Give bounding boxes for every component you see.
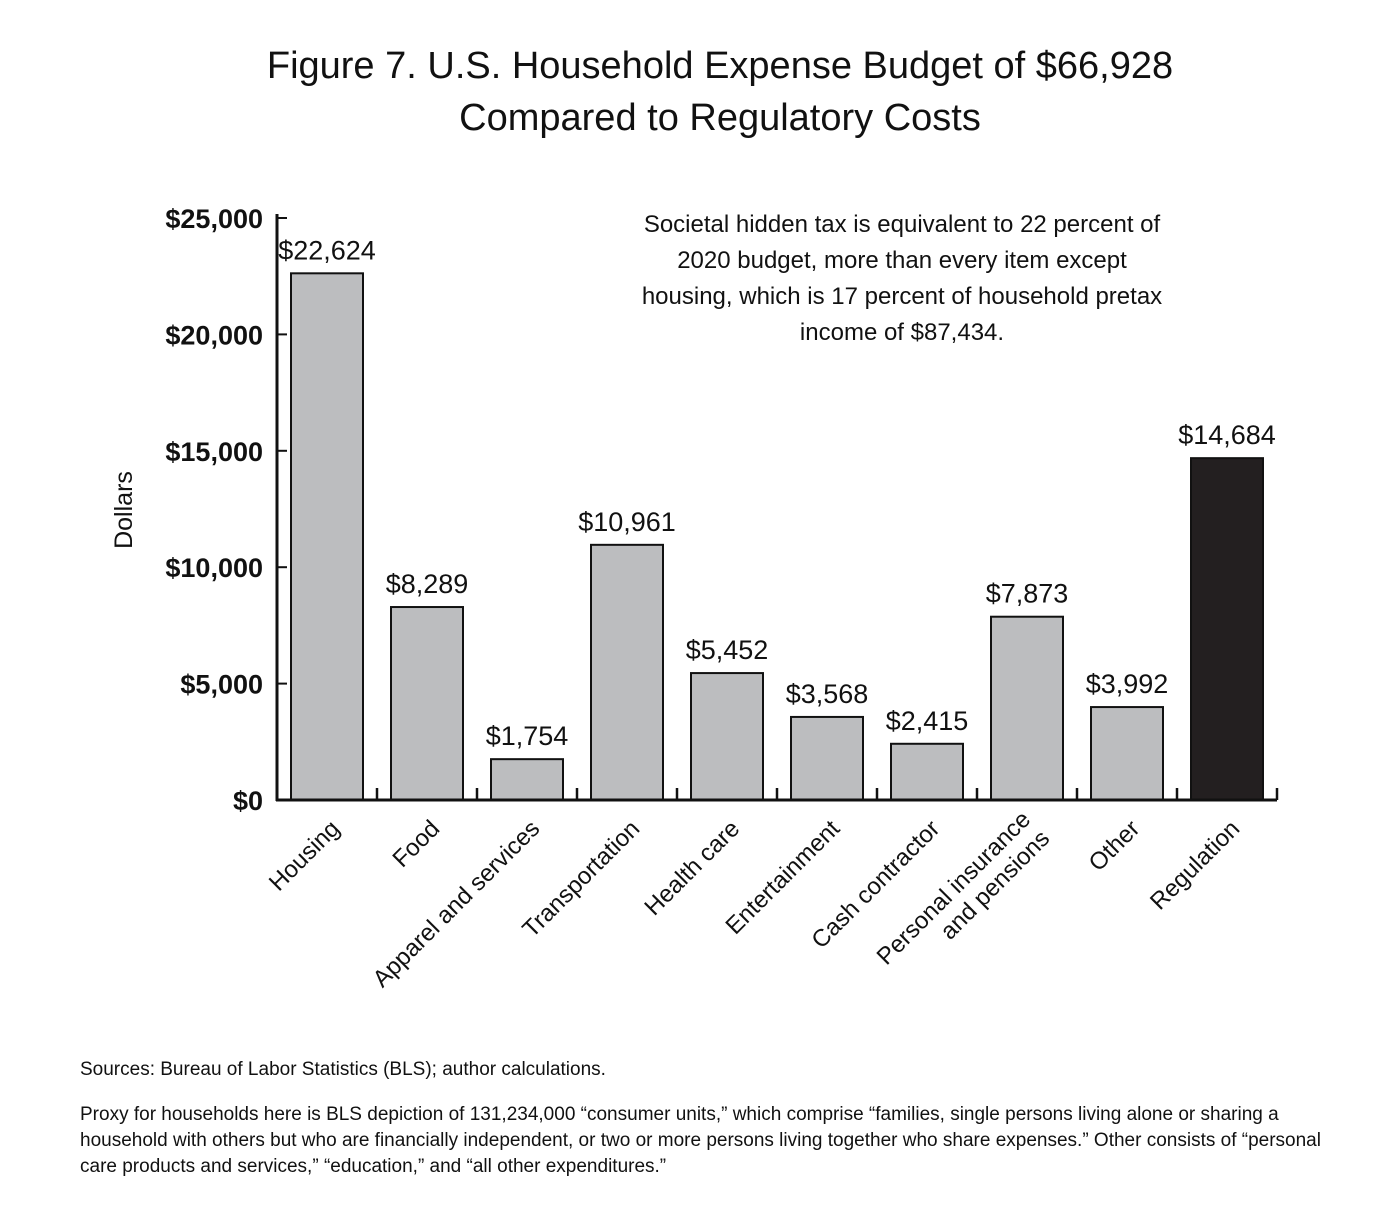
y-tick-label: $5,000 (180, 670, 263, 700)
bar-cash-contractor (890, 742, 964, 802)
x-tick-label: Apparel and services (368, 815, 546, 993)
bar-health-care (690, 672, 764, 802)
bar-personal-insurance-and-pensions (990, 615, 1064, 801)
bar-apparel-and-services (490, 758, 564, 801)
annotation-line: housing, which is 17 percent of househol… (642, 283, 1162, 310)
x-tick-label: Regulation (1145, 815, 1245, 915)
data-label: $14,684 (1178, 420, 1276, 450)
x-tick-label-line: Health care (639, 815, 745, 921)
x-tick-label-line: Regulation (1145, 815, 1245, 915)
sources-note: Sources: Bureau of Labor Statistics (BLS… (80, 1059, 606, 1080)
data-label: $7,873 (986, 579, 1069, 609)
annotation-line: 2020 budget, more than every item except (677, 247, 1127, 274)
x-tick-label: Food (387, 815, 445, 873)
chart-title: Figure 7. U.S. Household Expense Budget … (0, 40, 1374, 144)
data-label: $8,289 (386, 569, 469, 599)
bar-food (390, 606, 464, 802)
y-tick-label: $20,000 (165, 320, 263, 350)
data-label: $5,452 (686, 635, 769, 665)
x-tick-label-line: Other (1084, 815, 1146, 877)
x-tick-label: Other (1084, 815, 1146, 877)
x-tick-label: Housing (264, 815, 345, 896)
data-label: $2,415 (886, 706, 969, 736)
bar-transportation (590, 543, 664, 802)
bar-housing (290, 272, 364, 801)
footnote: Proxy for households here is BLS depicti… (80, 1104, 1321, 1177)
title-line-1: Figure 7. U.S. Household Expense Budget … (266, 45, 1174, 87)
x-tick-label-line: Food (387, 815, 445, 873)
y-tick-label: $10,000 (165, 553, 263, 583)
data-label: $22,624 (278, 235, 376, 265)
x-tick-label: Health care (639, 815, 745, 921)
y-tick-label: $0 (233, 786, 263, 816)
x-tick-label-line: Personal insurance (872, 806, 1036, 970)
title-line-2: Compared to Regulatory Costs (459, 97, 981, 139)
x-tick-label: Personal insuranceand pensions (872, 806, 1055, 989)
annotation-line: Societal hidden tax is equivalent to 22 … (644, 211, 1161, 238)
data-label: $3,568 (786, 679, 869, 709)
y-tick-label: $15,000 (165, 437, 263, 467)
bar-other (1090, 706, 1164, 801)
annotation-line: income of $87,434. (800, 319, 1004, 346)
data-label: $1,754 (486, 721, 569, 751)
x-tick-label-line: Housing (264, 815, 345, 896)
bar-entertainment (790, 715, 864, 801)
bar-regulation (1190, 457, 1264, 801)
data-label: $10,961 (578, 507, 676, 537)
y-tick-label: $25,000 (165, 204, 263, 234)
x-tick-label-line: Apparel and services (368, 815, 546, 993)
y-axis-label: Dollars (110, 471, 138, 549)
bar-chart: $0 $5,000 $10,000 $15,000 $20,000 $25,000 Doll… (110, 204, 1279, 993)
data-label: $3,992 (1086, 669, 1169, 699)
